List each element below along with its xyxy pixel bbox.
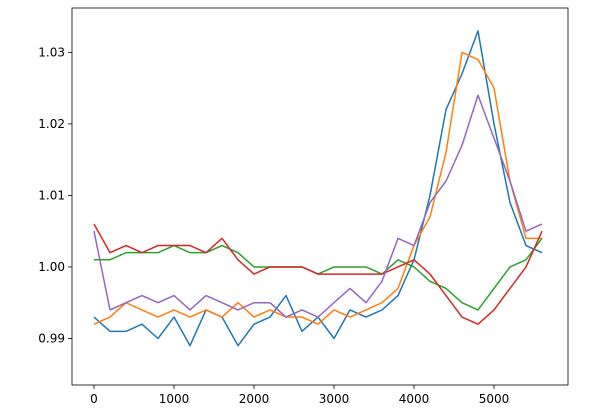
y-tick-label: 1.01: [38, 188, 65, 202]
x-tick-label: 2000: [239, 392, 270, 406]
y-tick-label: 0.99: [38, 332, 65, 346]
plot-frame: [71, 7, 569, 386]
y-tick-label: 1.00: [38, 260, 65, 274]
series-line: [93, 51, 542, 325]
y-tick-label: 1.03: [38, 45, 65, 59]
x-tick-label: 4000: [399, 392, 430, 406]
x-tick-label: 3000: [319, 392, 350, 406]
series-line: [93, 30, 543, 347]
x-tick-label: 5000: [479, 392, 510, 406]
x-tick-label: 0: [90, 392, 98, 406]
series-line: [93, 223, 543, 325]
y-tick-label: 1.02: [38, 117, 65, 131]
series-line: [93, 94, 543, 318]
x-tick-label: 1000: [159, 392, 190, 406]
